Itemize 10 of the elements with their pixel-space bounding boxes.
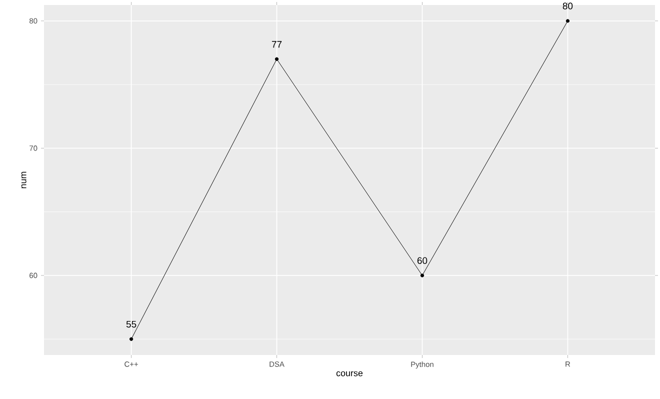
point bbox=[566, 19, 570, 23]
y-axis-title: num bbox=[21, 172, 26, 188]
data-label: 77 bbox=[272, 41, 282, 48]
data-label: 60 bbox=[417, 257, 428, 264]
data-label: 55 bbox=[126, 320, 136, 328]
data-label: 80 bbox=[562, 2, 573, 10]
point bbox=[274, 57, 279, 61]
point bbox=[129, 337, 134, 341]
point bbox=[420, 274, 424, 278]
x-axis-title: course bbox=[336, 371, 363, 376]
